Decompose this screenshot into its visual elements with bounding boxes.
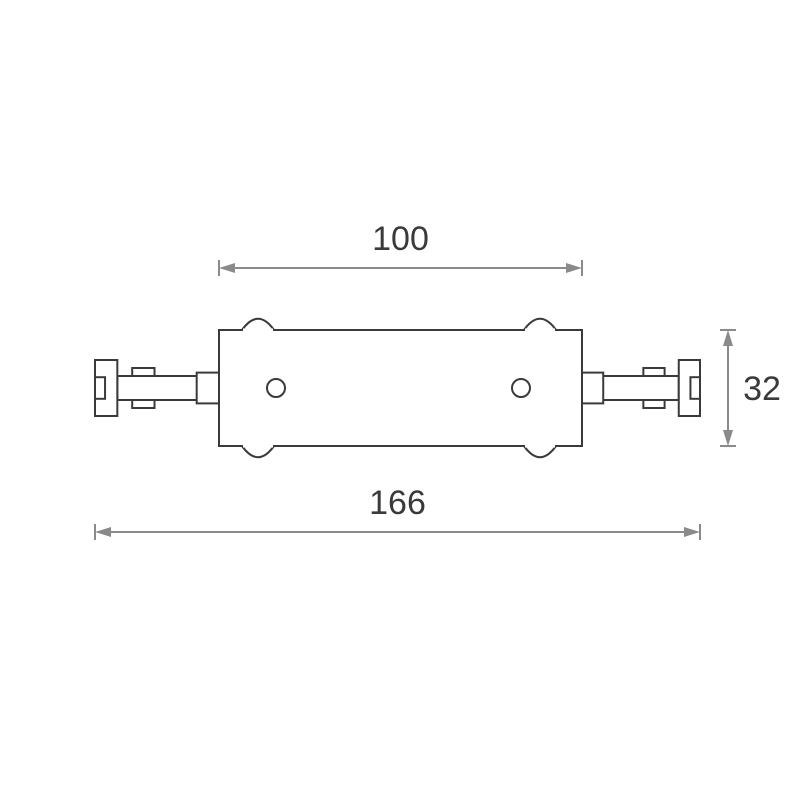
connector-right-clip-bot	[643, 400, 664, 408]
hole-0	[267, 379, 285, 397]
connector-left-notch	[95, 377, 105, 399]
connector-left-clip-bot	[132, 400, 154, 408]
mount-tab-top-1	[524, 319, 556, 330]
dim-width-166-label: 166	[369, 484, 426, 522]
mount-tab-bot-1	[524, 446, 556, 457]
connector-left-shoulder	[197, 373, 219, 404]
hole-1	[512, 379, 530, 397]
body-rect	[219, 330, 582, 446]
dim-height-32-label: 32	[743, 370, 781, 408]
dim-height-32: 32	[720, 330, 781, 446]
connector-right-notch	[690, 377, 700, 399]
connector-right-clip-top	[643, 368, 664, 376]
dim-width-100-label: 100	[372, 220, 429, 258]
technical-drawing: 100 166 32	[0, 0, 800, 800]
mount-tab-bot-0	[242, 446, 274, 457]
dim-width-100: 100	[219, 220, 582, 276]
mount-tab-top-0	[242, 319, 274, 330]
dim-width-166: 166	[95, 484, 700, 540]
connector-left-clip-top	[132, 368, 154, 376]
part-outline	[95, 319, 700, 457]
connector-right-shoulder	[582, 373, 603, 404]
